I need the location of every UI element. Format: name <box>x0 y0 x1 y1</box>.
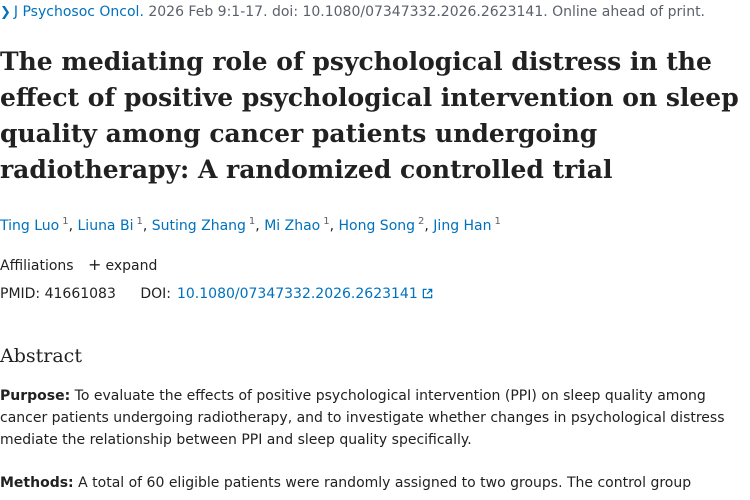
external-link-icon <box>422 288 433 299</box>
author-separator: , <box>68 218 78 234</box>
affiliation-ref[interactable]: 2 <box>418 216 425 228</box>
methods-text: A total of 60 eligible patients were ran… <box>73 475 692 491</box>
author-link[interactable]: Mi Zhao <box>264 218 321 234</box>
author-separator: , <box>329 218 339 234</box>
identifiers-row: PMID: 41661083 DOI: 10.1080/07347332.2026… <box>0 284 433 304</box>
author-list: Ting Luo 1, Liuna Bi 1, Suting Zhang 1, Mi … <box>0 216 750 236</box>
abstract-heading: Abstract <box>0 345 82 367</box>
author-link[interactable]: Hong Song <box>338 218 416 234</box>
affiliation-ref[interactable]: 1 <box>323 216 330 228</box>
author-separator: , <box>424 218 434 234</box>
pmid-label: PMID: <box>0 286 41 302</box>
doi-label: DOI: <box>140 286 171 302</box>
author-link[interactable]: Ting Luo <box>0 218 60 234</box>
expand-label: expand <box>105 258 158 274</box>
affiliation-ref[interactable]: 1 <box>494 216 501 228</box>
plus-icon: + <box>88 255 102 274</box>
author-link[interactable]: Suting Zhang <box>151 218 246 234</box>
affiliations-label: Affiliations <box>0 258 74 274</box>
affiliation-ref[interactable]: 1 <box>136 216 143 228</box>
journal-link[interactable]: J Psychosoc Oncol. <box>13 4 144 20</box>
article-title: The mediating role of psychological dist… <box>0 47 739 184</box>
abstract-purpose: Purpose: To evaluate the effects of posi… <box>0 385 745 451</box>
doi-value: 10.1080/07347332.2026.2623141 <box>176 286 418 302</box>
citation-line: ❯ J Psychosoc Oncol. 2026 Feb 9:1-17. doi… <box>0 2 750 23</box>
expand-affiliations-button[interactable]: + expand <box>88 255 158 274</box>
doi-link[interactable]: 10.1080/07347332.2026.2623141 <box>177 286 433 302</box>
author-separator: , <box>255 218 265 234</box>
author-link[interactable]: Liuna Bi <box>77 218 134 234</box>
pmid-value: 41661083 <box>44 286 116 302</box>
affiliations-row: Affiliations + expand <box>0 255 157 276</box>
purpose-text: To evaluate the effects of positive psyc… <box>0 388 725 448</box>
citation-details: 2026 Feb 9:1-17. doi: 10.1080/07347332.2… <box>143 4 706 20</box>
methods-label: Methods: <box>0 475 74 491</box>
author-separator: , <box>142 218 152 234</box>
abstract-methods: Methods: A total of 60 eligible patients… <box>0 472 745 494</box>
chevron-right-icon[interactable]: ❯ <box>0 5 11 20</box>
author-link[interactable]: Jing Han <box>433 218 492 234</box>
affiliation-ref[interactable]: 1 <box>62 216 69 228</box>
purpose-label: Purpose: <box>0 388 71 404</box>
affiliation-ref[interactable]: 1 <box>248 216 256 228</box>
